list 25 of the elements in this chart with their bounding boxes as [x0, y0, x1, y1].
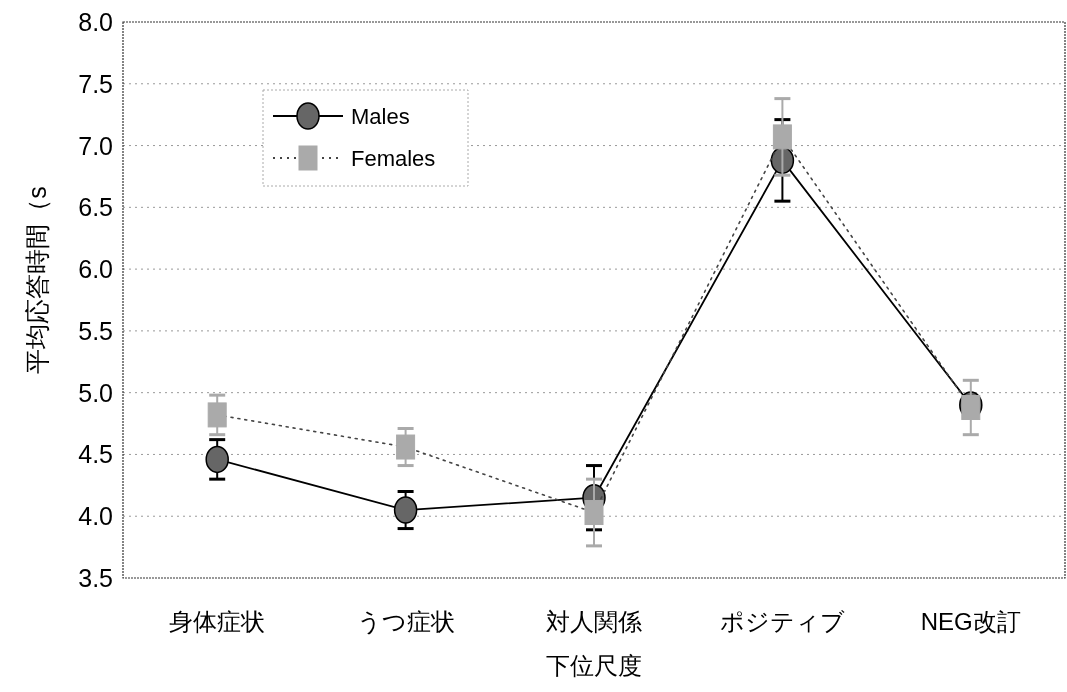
point [584, 500, 604, 526]
y-axis-title: 平均応答時間（s [23, 186, 51, 374]
point [772, 124, 792, 150]
y-tick-label: 5.0 [78, 378, 113, 407]
point [207, 402, 227, 428]
x-tick-label: NEG改訂 [920, 608, 1021, 635]
y-tick-label: 6.0 [78, 255, 113, 284]
x-tick-label: 身体症状 [169, 608, 266, 635]
x-tick-label: 対人関係 [546, 608, 642, 635]
y-tick-label: 4.5 [78, 440, 113, 469]
x-axis-title: 下位尺度 [546, 652, 642, 679]
legend-label: Females [351, 146, 436, 171]
x-tick-label: うつ症状 [356, 608, 455, 635]
y-tick-label: 6.5 [78, 193, 113, 222]
y-tick-label: 7.0 [78, 131, 113, 160]
legend-label: Males [351, 104, 410, 129]
point [396, 434, 416, 460]
y-tick-label: 8.0 [78, 8, 113, 36]
point [205, 445, 229, 474]
y-tick-label: 4.0 [78, 502, 113, 531]
y-tick-label: 5.5 [78, 316, 113, 345]
y-tick-label: 3.5 [78, 564, 113, 592]
y-tick-label: 7.5 [78, 69, 113, 98]
point [393, 496, 418, 524]
x-tick-label: ポジティブ [719, 608, 845, 635]
